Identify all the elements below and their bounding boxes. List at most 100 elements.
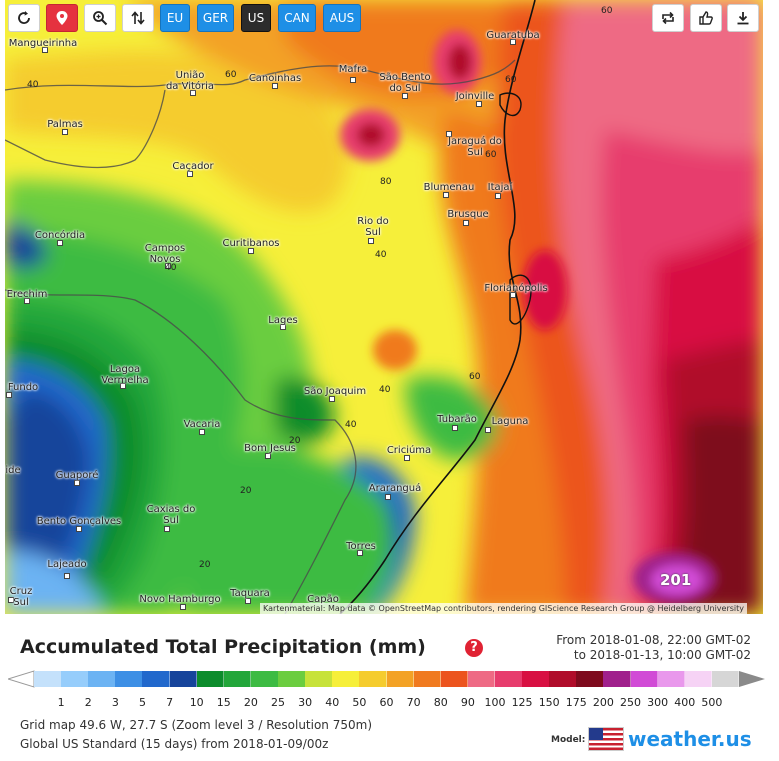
legend-swatch (467, 671, 496, 687)
place-label: Guaporé (55, 470, 99, 481)
place-label: Lagoa Vermelha (101, 364, 149, 386)
precipitation-field (5, 0, 763, 614)
sort-arrows-icon (131, 11, 145, 25)
like-button[interactable] (690, 4, 722, 32)
legend-swatch (522, 671, 550, 687)
precipitation-map[interactable]: Mangueirinha União da Vitória Canoinhas … (5, 0, 763, 614)
legend-swatch (332, 671, 360, 687)
place-dot (443, 192, 449, 198)
legend-label: 15 (216, 696, 231, 709)
refresh-icon (18, 11, 30, 24)
place-dot (510, 292, 516, 298)
region-aus-button[interactable]: AUS (323, 4, 361, 32)
place-label: Laguna (491, 416, 529, 427)
place-label: Fundo (7, 382, 39, 393)
model-run-info: Global US Standard (15 days) from 2018-0… (20, 737, 329, 751)
repeat-button[interactable] (652, 4, 684, 32)
legend-swatch (603, 671, 632, 687)
place-dot (187, 171, 193, 177)
place-label: Bento Gonçalves (36, 516, 122, 527)
zoom-button[interactable] (84, 4, 116, 32)
place-label: Cruz Sul (9, 586, 33, 608)
max-value-label: 201 (660, 571, 692, 589)
place-label: Palmas (47, 119, 83, 130)
place-dot (8, 597, 14, 603)
place-label: Capão (307, 594, 339, 605)
place-dot (280, 324, 286, 330)
contour-label: 40 (375, 250, 387, 260)
map-attribution: Kartenmaterial: Map data © OpenStreetMap… (259, 603, 747, 614)
place-label: Vacaria (183, 419, 221, 430)
region-can-button[interactable]: CAN (278, 4, 316, 32)
legend-swatch (88, 671, 116, 687)
place-dot (6, 392, 12, 398)
region-ger-button[interactable]: GER (197, 4, 234, 32)
legend-swatch (413, 671, 442, 687)
legend-label: 25 (271, 696, 286, 709)
place-label: Guaratuba (486, 30, 540, 41)
place-dot (248, 248, 254, 254)
place-label: Rio do Sul (357, 216, 389, 238)
legend-swatch (169, 671, 198, 687)
legend-label: 500 (701, 696, 723, 709)
legend-label: 30 (298, 696, 313, 709)
legend-swatch (684, 671, 713, 687)
legend-label: 1 (57, 696, 65, 709)
place-label: Torres (346, 541, 376, 552)
contour-label: 40 (345, 420, 357, 430)
legend-swatch (196, 671, 225, 687)
us-flag-icon (588, 727, 624, 751)
legend-label: 125 (511, 696, 533, 709)
legend-label: 7 (166, 696, 174, 709)
place-label: Itajaí (487, 182, 513, 193)
legend-swatch (440, 671, 469, 687)
place-dot (463, 220, 469, 226)
color-legend: 1 2 3 5 7 10 15 20 25 30 40 50 60 70 80 90 100 125 150 175 2… (8, 670, 765, 710)
place-dot (199, 429, 205, 435)
contour-label: 20 (240, 486, 252, 496)
location-button[interactable] (46, 4, 78, 32)
legend-swatch (305, 671, 333, 687)
region-us-button[interactable]: US (241, 4, 271, 32)
legend-label: 90 (460, 696, 475, 709)
legend-swatch (142, 671, 171, 687)
place-dot (165, 263, 171, 269)
legend-label: 200 (592, 696, 614, 709)
legend-swatch (34, 671, 62, 687)
place-label: ide (5, 465, 21, 476)
legend-label: 70 (406, 696, 421, 709)
legend-swatch (549, 671, 577, 687)
place-label: Campos Novos (144, 243, 186, 265)
place-dot (180, 604, 186, 610)
contour-label: 40 (165, 263, 177, 273)
download-button[interactable] (727, 4, 759, 32)
place-label: Lajeado (47, 559, 87, 570)
legend-label: 250 (620, 696, 642, 709)
place-label: Mafra (338, 64, 368, 75)
contour-label: 80 (380, 177, 392, 187)
place-dot (265, 453, 271, 459)
thumbs-up-icon (699, 11, 713, 25)
help-icon[interactable]: ? (465, 639, 483, 657)
place-dot (357, 550, 363, 556)
place-dot (402, 93, 408, 99)
contour-label: 60 (225, 70, 237, 80)
download-icon (737, 12, 749, 25)
refresh-button[interactable] (8, 4, 40, 32)
place-dot (495, 193, 501, 199)
contour-label: 60 (485, 150, 497, 160)
legend-swatch (359, 671, 387, 687)
zoom-icon (93, 11, 108, 26)
place-label: São Joaquim (303, 386, 367, 397)
sort-button[interactable] (122, 4, 154, 32)
place-dot (485, 427, 491, 433)
region-eu-button[interactable]: EU (160, 4, 190, 32)
weather-us-logo[interactable]: weather.us (588, 727, 752, 751)
legend-label: 60 (379, 696, 394, 709)
place-dot (329, 396, 335, 402)
place-label: Joinville (455, 91, 495, 102)
brand-text: weather.us (628, 727, 752, 751)
place-label: União da Vitória (165, 70, 215, 92)
place-dot (245, 598, 251, 604)
legend-label: 100 (484, 696, 506, 709)
